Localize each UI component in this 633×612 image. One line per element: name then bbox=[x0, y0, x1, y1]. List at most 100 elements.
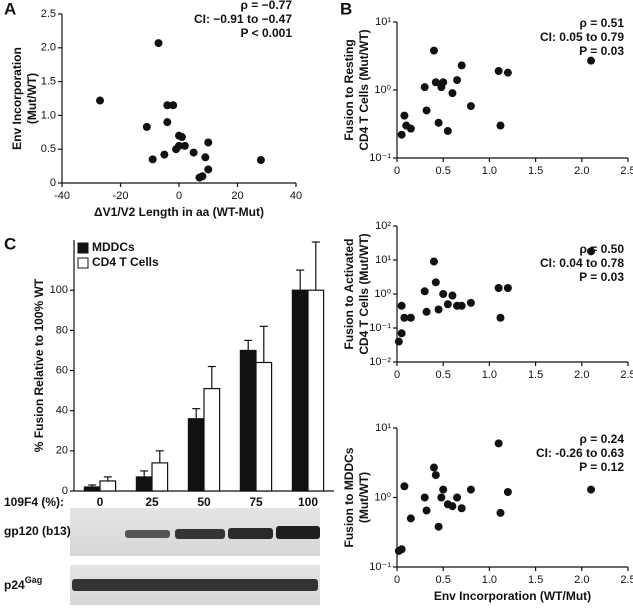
point bbox=[453, 76, 462, 85]
point bbox=[406, 124, 415, 133]
y-tick-label: 1.5 bbox=[41, 76, 56, 88]
bar bbox=[307, 289, 325, 492]
bar bbox=[239, 349, 257, 492]
point bbox=[406, 313, 415, 322]
x-tick-label: 1.0 bbox=[482, 369, 497, 381]
point bbox=[195, 173, 204, 182]
x-tick-label: 1.0 bbox=[482, 574, 497, 586]
bar bbox=[99, 480, 117, 492]
y-axis-label: Fusion to MDDCs bbox=[342, 447, 356, 547]
y-tick-label: 10² bbox=[375, 220, 391, 232]
bar bbox=[151, 462, 169, 492]
point bbox=[448, 89, 457, 98]
point bbox=[420, 493, 429, 502]
point bbox=[180, 141, 189, 150]
bar bbox=[135, 476, 153, 492]
x-tick-label: 1.5 bbox=[528, 574, 543, 586]
x-tick-label: 2.0 bbox=[574, 165, 589, 177]
x-axis-label: 109F4 (%): bbox=[4, 495, 64, 509]
point bbox=[148, 155, 157, 164]
blot-band bbox=[125, 530, 170, 538]
point bbox=[422, 307, 431, 316]
point bbox=[189, 148, 198, 157]
point bbox=[431, 471, 440, 480]
point bbox=[494, 439, 503, 448]
y-tick-label: 0 bbox=[62, 485, 68, 497]
x-tick-label: 50 bbox=[197, 495, 211, 509]
annotation: ρ = 0.51 bbox=[580, 16, 625, 30]
y-axis-label: CD4 T Cells (Mut/WT) bbox=[357, 29, 371, 150]
x-tick-label: 0.5 bbox=[436, 574, 451, 586]
y-axis-label: Fusion to Resting bbox=[342, 39, 356, 140]
y-axis-label: CD4 T Cells (Mut/WT) bbox=[357, 233, 371, 354]
x-tick-label: 0.5 bbox=[436, 369, 451, 381]
point bbox=[439, 485, 448, 494]
y-tick-label: 100 bbox=[50, 284, 68, 296]
x-tick-label: 40 bbox=[290, 190, 302, 202]
bar bbox=[83, 486, 101, 492]
panel-label: A bbox=[4, 0, 16, 18]
legend-label: MDDCs bbox=[92, 240, 135, 254]
y-tick-label: 10⁻¹ bbox=[369, 561, 391, 573]
point bbox=[587, 247, 596, 256]
point bbox=[457, 504, 466, 513]
legend-label: CD4 T Cells bbox=[92, 255, 159, 269]
point bbox=[496, 508, 505, 517]
x-tick-label: 100 bbox=[298, 495, 318, 509]
panel-label: B bbox=[340, 0, 352, 18]
x-tick-label: 0 bbox=[394, 165, 400, 177]
y-tick-label: 10⁰ bbox=[374, 288, 391, 300]
point bbox=[439, 78, 448, 87]
point bbox=[434, 522, 443, 531]
y-tick-label: 1.0 bbox=[41, 109, 56, 121]
point bbox=[429, 257, 438, 266]
point bbox=[397, 130, 406, 139]
point bbox=[256, 156, 265, 165]
annotation: ρ = 0.24 bbox=[580, 432, 625, 446]
annotation: P < 0.001 bbox=[241, 26, 293, 40]
point bbox=[439, 290, 448, 298]
y-tick-label: 40 bbox=[56, 405, 68, 417]
y-tick-label: 2.5 bbox=[41, 8, 56, 20]
point bbox=[429, 463, 438, 472]
point bbox=[431, 278, 440, 287]
y-axis-label: (Mut/WT) bbox=[357, 472, 371, 523]
x-tick-label: 2.5 bbox=[620, 574, 633, 586]
y-tick-label: 10⁻¹ bbox=[369, 152, 391, 164]
annotation: P = 0.03 bbox=[579, 270, 624, 284]
blot-band bbox=[228, 528, 273, 539]
point bbox=[503, 487, 512, 496]
bar bbox=[291, 289, 309, 492]
y-tick-label: 2.0 bbox=[41, 42, 56, 54]
point bbox=[466, 485, 475, 494]
y-tick-label: 10⁰ bbox=[374, 84, 391, 96]
annotation: P = 0.12 bbox=[579, 460, 624, 474]
point bbox=[204, 138, 213, 147]
point bbox=[434, 118, 443, 127]
y-tick-label: 60 bbox=[56, 364, 68, 376]
blot-label: p24Gag bbox=[4, 575, 42, 592]
point bbox=[397, 329, 406, 338]
point bbox=[496, 121, 505, 130]
y-tick-label: 10¹ bbox=[375, 254, 391, 266]
y-axis-label: Fusion to Activated bbox=[342, 239, 356, 350]
blot-band bbox=[72, 579, 318, 591]
point bbox=[160, 150, 169, 159]
y-tick-label: 10⁻¹ bbox=[369, 322, 391, 334]
point bbox=[400, 111, 409, 120]
x-tick-label: 0 bbox=[394, 574, 400, 586]
point bbox=[394, 337, 403, 346]
y-tick-label: 10¹ bbox=[375, 422, 391, 434]
bar bbox=[255, 361, 273, 492]
y-tick-label: 10¹ bbox=[375, 16, 391, 28]
annotation: CI: -0.26 to 0.63 bbox=[536, 446, 624, 460]
x-tick-label: 2.5 bbox=[620, 165, 633, 177]
blot-label: gp120 (b13) bbox=[4, 524, 71, 538]
x-axis-label: ΔV1/V2 Length in aa (WT-Mut) bbox=[94, 205, 264, 219]
x-tick-label: 1.5 bbox=[528, 369, 543, 381]
x-tick-label: 0 bbox=[394, 369, 400, 381]
x-tick-label: 2.0 bbox=[574, 574, 589, 586]
y-tick-label: 10⁰ bbox=[374, 491, 391, 503]
point bbox=[422, 106, 431, 115]
